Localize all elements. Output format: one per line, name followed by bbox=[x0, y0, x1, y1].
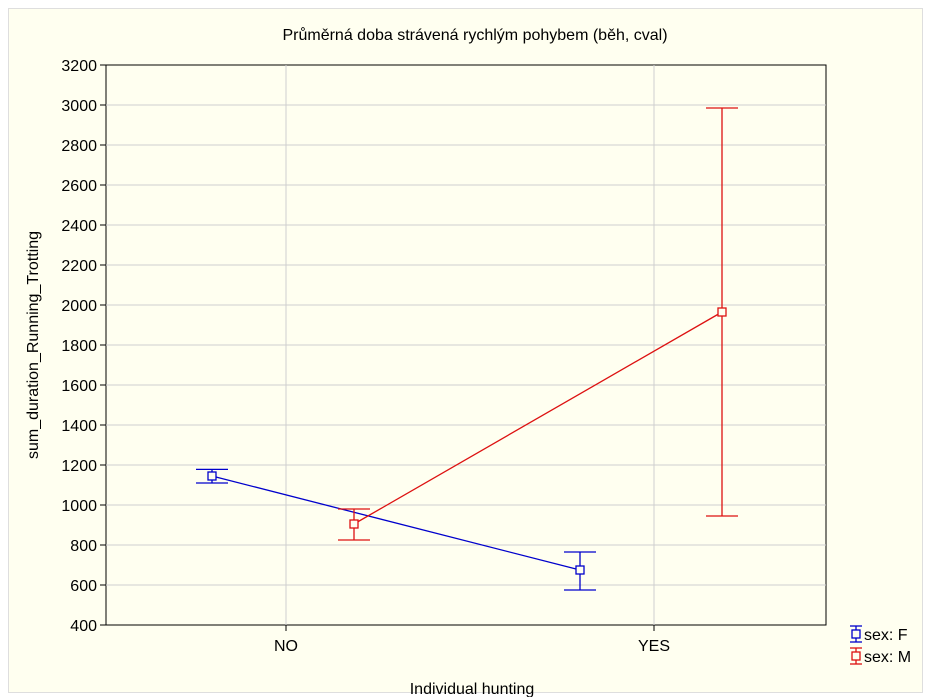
data-point bbox=[575, 565, 585, 575]
chart-title: Průměrná doba strávená rychlým pohybem (… bbox=[282, 26, 667, 44]
y-tick-label: 1600 bbox=[61, 378, 97, 395]
x-axis-ticks: NO YES bbox=[274, 625, 670, 655]
x-tick-label: NO bbox=[274, 638, 298, 655]
series-layer bbox=[196, 107, 738, 591]
x-axis-label: Individual hunting bbox=[410, 681, 535, 697]
legend-label: sex: M bbox=[864, 649, 911, 666]
y-tick-label: 3000 bbox=[61, 98, 97, 115]
y-tick-label: 1400 bbox=[61, 418, 97, 435]
data-point bbox=[349, 519, 359, 529]
y-tick-label: 600 bbox=[70, 578, 97, 595]
y-tick-label: 2000 bbox=[61, 298, 97, 315]
y-tick-label: 3200 bbox=[61, 58, 97, 75]
y-tick-label: 2400 bbox=[61, 218, 97, 235]
y-axis-ticks: 400 600 800 1000 1200 1400 1600 1800 2000 2200 240… bbox=[61, 58, 106, 635]
series-f bbox=[196, 468, 596, 591]
data-point bbox=[717, 307, 727, 317]
y-tick-label: 1200 bbox=[61, 458, 97, 475]
series-m bbox=[338, 107, 738, 541]
legend-item-m: sex: M bbox=[850, 647, 911, 666]
y-tick-label: 1000 bbox=[61, 498, 97, 515]
y-tick-label: 2800 bbox=[61, 138, 97, 155]
legend-marker bbox=[851, 629, 861, 639]
legend-item-f: sex: F bbox=[850, 625, 908, 644]
y-tick-label: 2200 bbox=[61, 258, 97, 275]
y-tick-label: 800 bbox=[70, 538, 97, 555]
y-axis-label: sum_duration_Running_Trotting bbox=[25, 231, 42, 459]
legend: sex: F sex: M bbox=[850, 625, 911, 666]
gridlines bbox=[106, 65, 826, 625]
legend-marker bbox=[851, 651, 861, 661]
y-tick-label: 1800 bbox=[61, 338, 97, 355]
y-tick-label: 400 bbox=[70, 618, 97, 635]
data-point bbox=[207, 471, 217, 481]
series-line bbox=[211, 475, 581, 571]
y-tick-label: 2600 bbox=[61, 178, 97, 195]
series-line bbox=[353, 311, 723, 525]
legend-label: sex: F bbox=[864, 627, 908, 644]
x-tick-label: YES bbox=[638, 638, 670, 655]
